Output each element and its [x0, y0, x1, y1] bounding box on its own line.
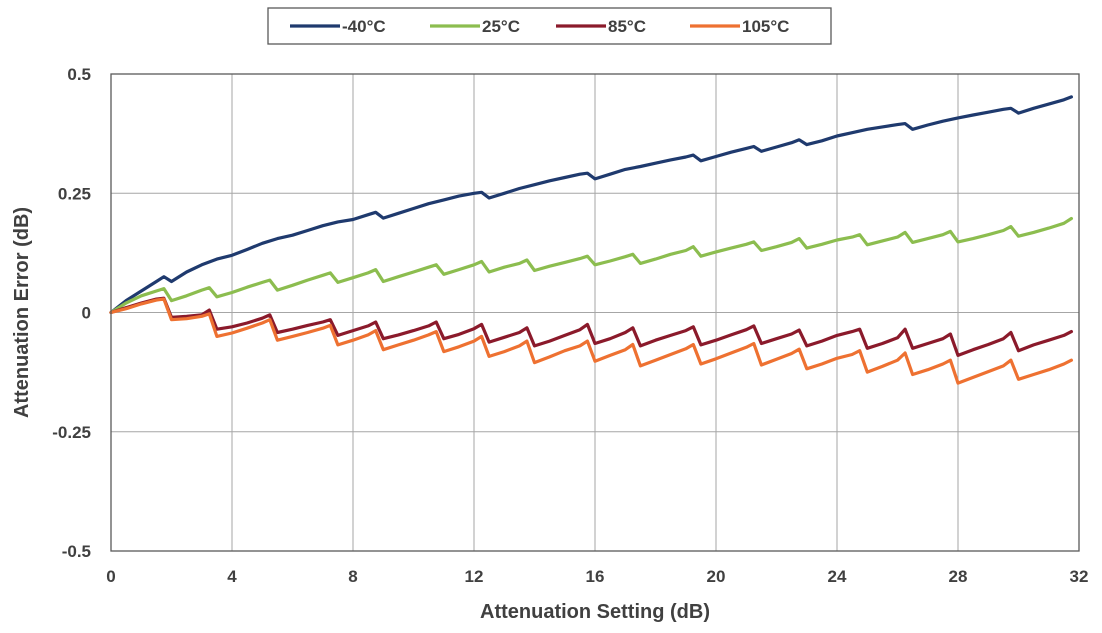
- legend-label: -40°C: [342, 17, 386, 36]
- x-tick-label: 24: [828, 567, 847, 586]
- x-tick-label: 0: [106, 567, 115, 586]
- y-tick-label: -0.5: [62, 542, 91, 561]
- y-tick-label: -0.25: [52, 423, 91, 442]
- series-line: [109, 297, 1074, 385]
- legend-label: 85°C: [608, 17, 646, 36]
- series-line: [109, 216, 1074, 315]
- x-tick-label: 8: [348, 567, 357, 586]
- series-lines: [109, 95, 1074, 385]
- x-tick-label: 20: [707, 567, 726, 586]
- x-tick-label: 16: [586, 567, 605, 586]
- series-line: [109, 296, 1074, 357]
- series-line: [109, 95, 1074, 315]
- x-tick-label: 28: [949, 567, 968, 586]
- x-axis-title: Attenuation Setting (dB): [480, 601, 710, 623]
- y-tick-label: 0.5: [67, 65, 91, 84]
- y-tick-label: 0.25: [58, 184, 91, 203]
- x-axis-tick-labels: 0 4 8 12 16 20 24 28 32: [106, 567, 1088, 586]
- x-tick-label: 12: [465, 567, 484, 586]
- x-tick-label: 4: [227, 567, 237, 586]
- y-axis-title: Attenuation Error (dB): [11, 207, 33, 418]
- y-tick-label: 0: [82, 304, 91, 323]
- legend-label: 25°C: [482, 17, 520, 36]
- plot-area-frame: [110, 73, 1080, 552]
- legend-label: 105°C: [742, 17, 789, 36]
- legend: -40°C 25°C 85°C 105°C: [267, 7, 832, 45]
- x-tick-label: 32: [1070, 567, 1089, 586]
- y-axis-tick-labels: 0.5 0.25 0 -0.25 -0.5: [52, 65, 91, 561]
